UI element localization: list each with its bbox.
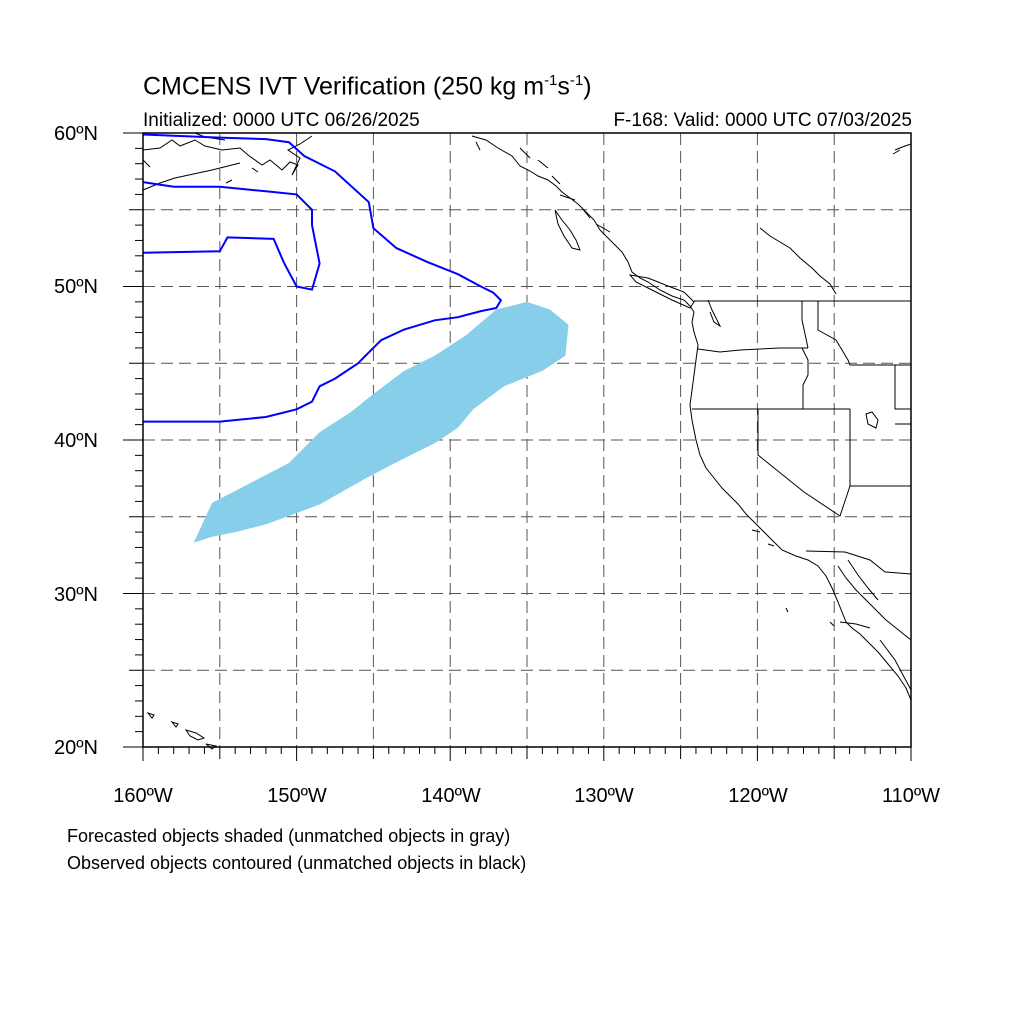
lat-label-30n: 30ºN <box>54 584 98 606</box>
title-mid: s <box>557 72 570 101</box>
initialized-time: Initialized: 0000 UTC 06/26/2025 <box>143 110 420 131</box>
us-west-coastline <box>689 311 912 701</box>
map-frame-and-ticks <box>123 132 912 761</box>
channel-islands <box>751 529 835 627</box>
mexico-borders <box>839 621 912 691</box>
coastlines-and-borders <box>142 132 912 750</box>
lon-label-120w: 120ºW <box>728 785 788 807</box>
lat-label-60n: 60ºN <box>54 123 98 145</box>
lon-label-160w: 160ºW <box>113 785 173 807</box>
title-exponent-2: -1 <box>569 72 584 89</box>
puget-sound <box>707 299 722 328</box>
observed-contour-outer <box>142 133 503 423</box>
observed-contour-inner <box>142 181 321 291</box>
title-suffix: ) <box>583 72 592 101</box>
title-exponent-1: -1 <box>544 72 558 89</box>
lon-label-130w: 130ºW <box>574 785 634 807</box>
lon-label-140w: 140ºW <box>421 785 481 807</box>
state-borders <box>692 301 912 575</box>
lat-label-40n: 40ºN <box>54 430 98 452</box>
observed-objects <box>142 133 503 423</box>
lat-label-50n: 50ºN <box>54 276 98 298</box>
forecast-objects <box>193 301 569 543</box>
graticule-grid <box>143 133 911 747</box>
gulf-of-california-coast <box>837 559 912 641</box>
islands-bc <box>554 209 695 309</box>
lon-label-110w: 110ºW <box>881 785 941 807</box>
legend-observed: Observed objects contoured (unmatched ob… <box>67 853 527 873</box>
title-prefix: CMCENS IVT Verification (250 kg m <box>143 72 545 101</box>
chart-title: CMCENS IVT Verification (250 kg m-1s-1) <box>143 72 592 101</box>
great-salt-lake <box>865 411 879 429</box>
canadian-inland <box>759 143 912 295</box>
lon-label-150w: 150ºW <box>267 785 327 807</box>
lat-label-20n: 20ºN <box>54 737 98 759</box>
legend-forecast: Forecasted objects shaded (unmatched obj… <box>67 826 511 846</box>
hawaii-islands <box>146 711 218 750</box>
forecast-object-shading <box>193 301 569 543</box>
valid-time: F-168: Valid: 0000 UTC 07/03/2025 <box>613 110 912 131</box>
bc-coastline <box>471 135 695 313</box>
